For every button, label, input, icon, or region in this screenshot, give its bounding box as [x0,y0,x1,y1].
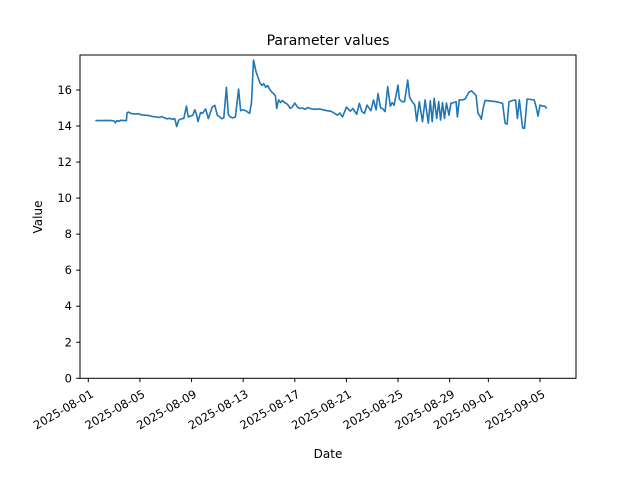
data-line [95,59,548,130]
x-axis-label: Date [313,447,343,461]
chart-title: Parameter values [266,33,390,49]
y-tick-label: 12 [57,155,72,169]
y-tick-label: 2 [65,335,72,349]
y-tick-label: 4 [65,299,72,313]
y-tick-label: 10 [57,191,72,205]
axis-ticks: 02468101214162025-08-012025-08-052025-08… [31,83,548,432]
y-tick-label: 14 [57,119,72,133]
y-tick-label: 8 [65,227,72,241]
y-axis-label: Value [31,200,45,234]
plot-border [79,54,577,379]
data-line-group [95,59,548,130]
y-tick-label: 16 [57,83,72,97]
y-tick-label: 0 [65,371,72,385]
y-tick-label: 6 [65,263,72,277]
